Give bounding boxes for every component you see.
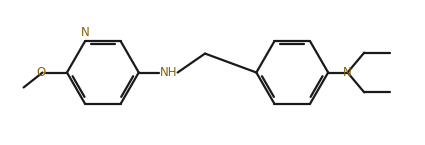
Text: NH: NH: [160, 66, 178, 79]
Text: O: O: [36, 66, 45, 79]
Text: N: N: [343, 66, 352, 79]
Text: N: N: [81, 26, 89, 39]
